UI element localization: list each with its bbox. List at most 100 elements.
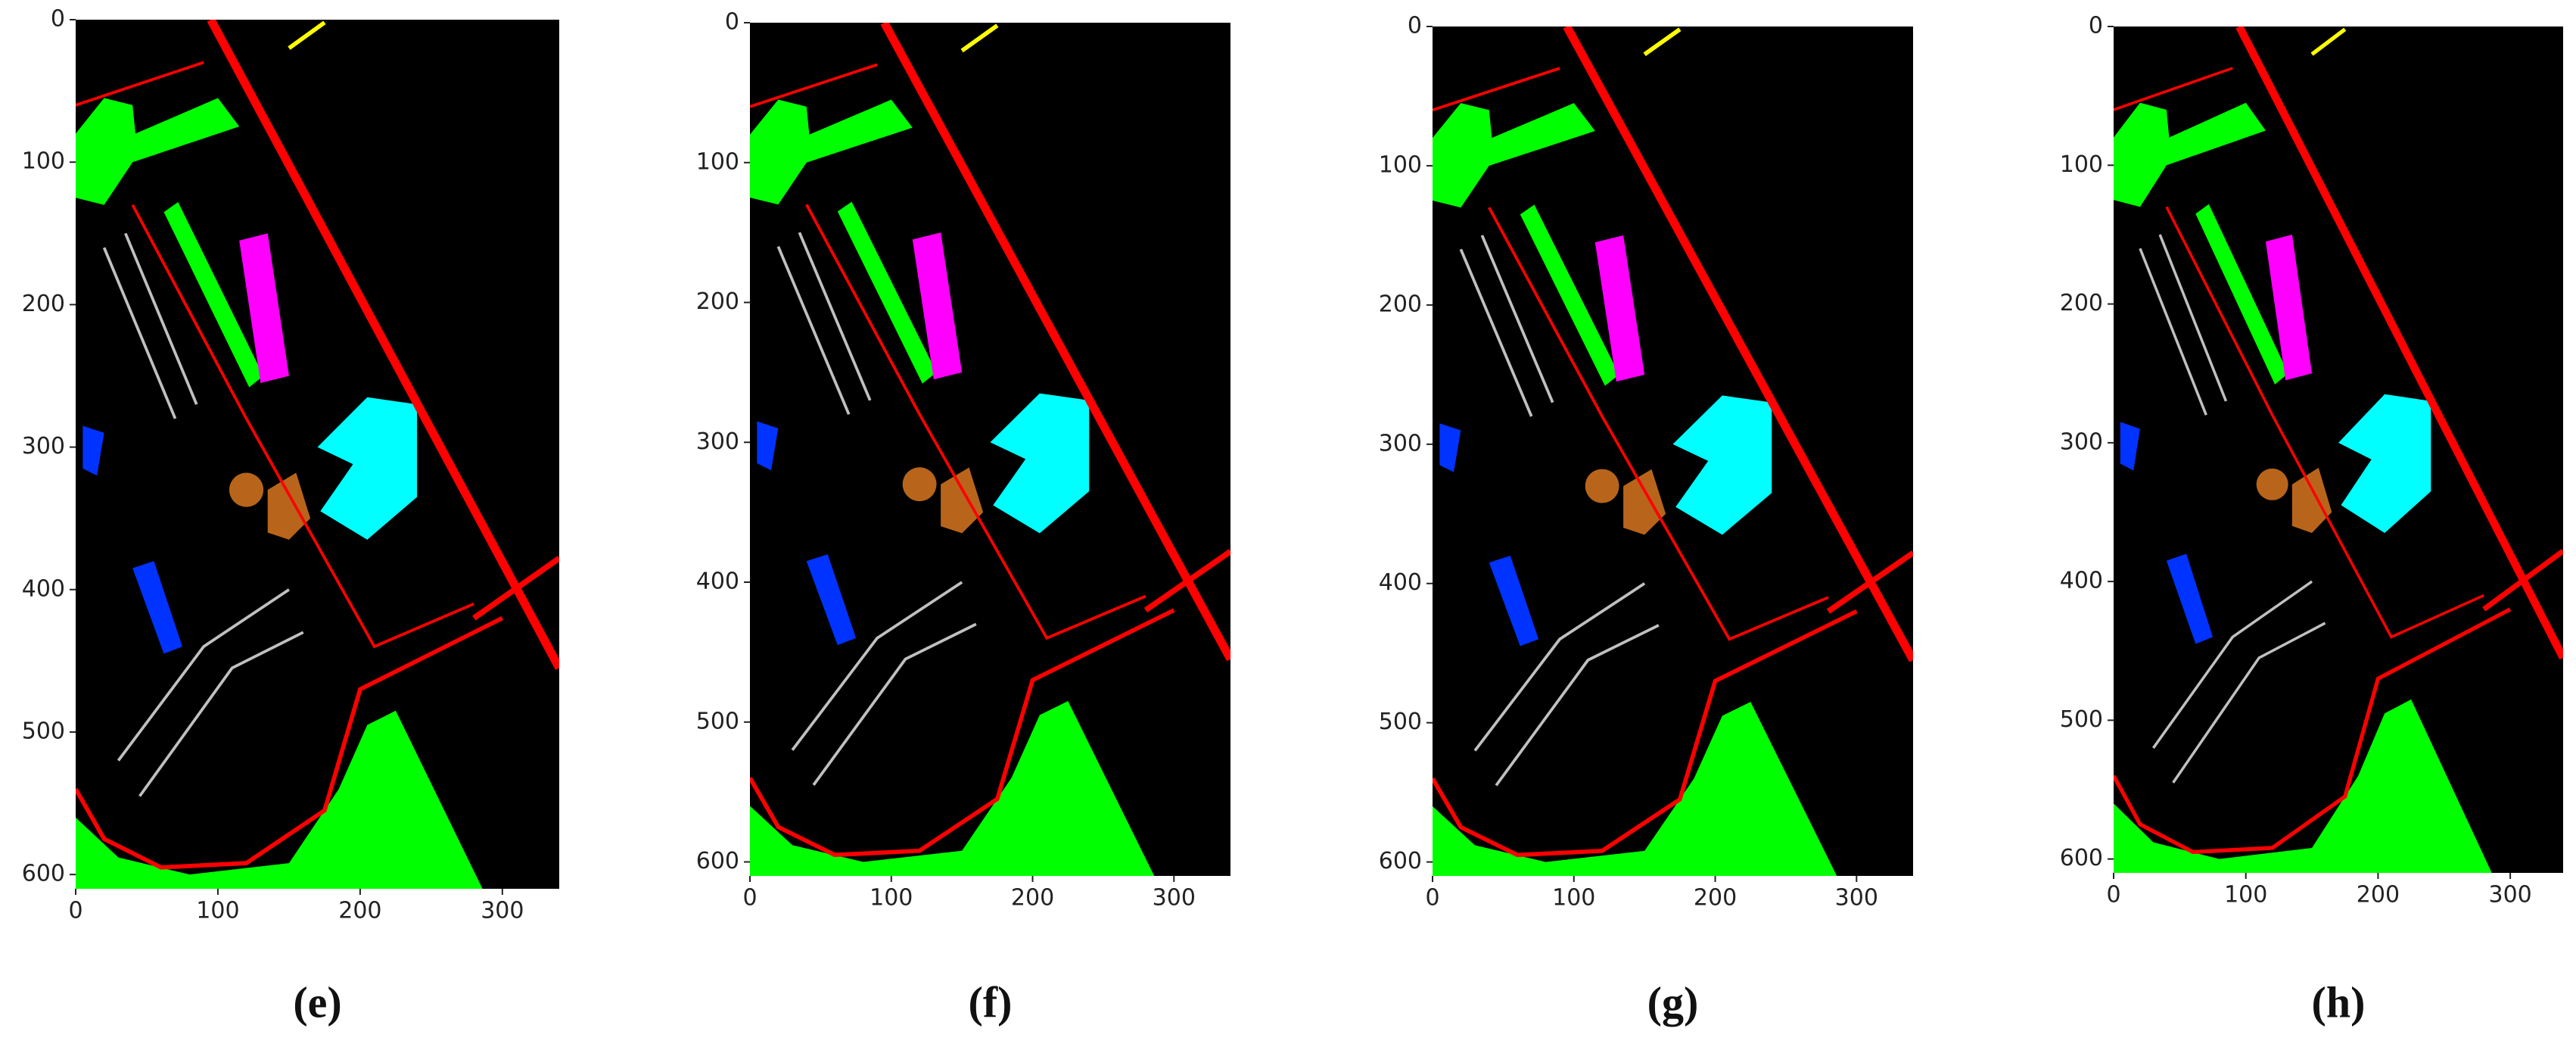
- y-tick-label: 300: [2060, 428, 2103, 455]
- map-road: [2165, 206, 2484, 639]
- map-region: [1623, 469, 1666, 535]
- map-background: [750, 23, 1230, 876]
- map-road: [207, 20, 559, 670]
- map-background: [1433, 26, 1913, 876]
- map-region: [2166, 553, 2214, 644]
- map-road: [2482, 548, 2563, 612]
- map-road: [798, 232, 872, 401]
- y-tick-label: 500: [2060, 706, 2103, 733]
- y-tick-label: 400: [2060, 568, 2103, 594]
- map-road: [1143, 549, 1230, 613]
- y-tick-label: 0: [725, 9, 739, 36]
- panel-label: (e): [293, 977, 341, 1027]
- map-region: [267, 472, 311, 540]
- x-tick-label: 300: [1835, 885, 1878, 911]
- map-region: [76, 98, 240, 205]
- map-region: [750, 701, 1155, 876]
- map-road: [138, 631, 304, 797]
- x-tick-label: 200: [1694, 885, 1737, 911]
- map-region: [1439, 423, 1461, 472]
- map-region: [82, 425, 104, 476]
- map-region: [2265, 234, 2313, 381]
- map-region: [2114, 102, 2266, 207]
- map-region: [163, 201, 264, 388]
- panel-label: (h): [2312, 977, 2366, 1027]
- map-road: [1433, 67, 1560, 112]
- map-region: [806, 554, 857, 646]
- map-road: [750, 63, 878, 108]
- map-road: [1433, 609, 1858, 858]
- x-tick-label: 200: [2357, 882, 2400, 908]
- map-road: [1488, 207, 1829, 641]
- map-region: [837, 201, 937, 384]
- map-region: [2338, 394, 2431, 533]
- map-region: [1489, 555, 1539, 647]
- map-road: [960, 23, 999, 53]
- y-tick-label: 0: [51, 6, 65, 33]
- map-road: [2151, 580, 2313, 749]
- classification-map: [750, 23, 1230, 876]
- map-region: [990, 393, 1090, 534]
- map-road: [1826, 550, 1913, 614]
- y-tick-label: 100: [696, 148, 739, 175]
- map-road: [1473, 582, 1646, 752]
- map-road: [1495, 624, 1660, 787]
- y-tick-label: 100: [1379, 151, 1422, 178]
- map-road: [117, 588, 290, 762]
- map-background: [2114, 26, 2563, 873]
- y-tick-label: 300: [1379, 430, 1422, 457]
- x-tick-label: 0: [742, 885, 757, 911]
- map-road: [76, 61, 204, 107]
- map-road: [791, 581, 963, 751]
- y-tick-label: 500: [22, 718, 65, 744]
- x-tick-label: 100: [2224, 882, 2267, 908]
- y-tick-label: 200: [1379, 291, 1422, 317]
- y-tick-label: 0: [2089, 13, 2103, 39]
- map-region: [2195, 204, 2288, 385]
- y-tick-label: 300: [696, 428, 739, 455]
- map-road: [102, 247, 177, 419]
- map-background: [76, 20, 559, 889]
- x-tick-label: 300: [1153, 885, 1196, 911]
- map-region: [317, 397, 418, 540]
- x-tick-label: 100: [1552, 885, 1595, 911]
- y-tick-label: 600: [2060, 845, 2103, 871]
- map-road: [812, 622, 977, 787]
- map-road: [2310, 27, 2347, 56]
- map-region: [2120, 422, 2140, 471]
- y-tick-label: 200: [22, 291, 65, 317]
- x-tick-label: 100: [870, 885, 913, 911]
- map-region: [750, 99, 913, 205]
- map-road: [2158, 234, 2228, 402]
- map-region: [1585, 469, 1619, 503]
- map-region: [1433, 702, 1837, 876]
- map-region: [239, 233, 289, 383]
- map-region: [2114, 699, 2492, 873]
- map-road: [2139, 248, 2207, 416]
- map-road: [776, 245, 851, 416]
- map-region: [132, 561, 182, 654]
- x-tick-label: 100: [196, 898, 239, 924]
- y-tick-label: 600: [22, 861, 65, 887]
- x-tick-label: 300: [2488, 882, 2531, 908]
- x-tick-label: 200: [1011, 885, 1054, 911]
- map-road: [2114, 67, 2233, 111]
- map-region: [902, 467, 937, 502]
- map-road: [131, 204, 474, 649]
- map-road: [76, 615, 504, 870]
- y-tick-label: 100: [22, 148, 65, 175]
- y-tick-label: 600: [1379, 848, 1422, 874]
- x-tick-label: 200: [338, 898, 381, 924]
- y-tick-label: 500: [1379, 709, 1422, 735]
- map-road: [1459, 248, 1533, 417]
- map-road: [2172, 622, 2326, 784]
- panel-label: (g): [1647, 977, 1699, 1027]
- map-region: [2256, 468, 2288, 500]
- classification-map: [2114, 26, 2563, 873]
- map-road: [2235, 26, 2563, 660]
- y-tick-label: 0: [1408, 13, 1422, 39]
- map-region: [229, 472, 264, 507]
- y-tick-label: 100: [2060, 151, 2103, 178]
